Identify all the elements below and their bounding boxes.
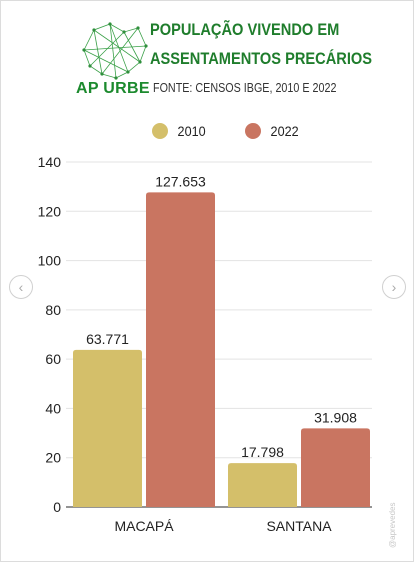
chart-title-line-1: POPULAÇÃO VIVENDO EM	[150, 20, 340, 39]
y-tick-label: 140	[38, 154, 62, 170]
x-tick-label: MACAPÁ	[114, 518, 174, 534]
chevron-right-icon: ›	[391, 279, 397, 295]
author-watermark: @aprevedes	[388, 502, 397, 548]
brand-name: AP URBE	[76, 80, 150, 97]
y-tick-label: 80	[45, 302, 61, 318]
bar	[73, 349, 142, 507]
y-tick-label: 100	[38, 253, 62, 269]
carousel-prev-button[interactable]: ‹	[9, 275, 33, 299]
data-label: 17.798	[241, 444, 284, 460]
y-tick-label: 60	[45, 351, 61, 367]
y-tick-label: 40	[45, 400, 61, 416]
chart-source: FONTE: CENSOS IBGE, 2010 E 2022	[153, 81, 337, 95]
bar	[228, 463, 297, 507]
data-label: 63.771	[86, 331, 129, 347]
x-tick-label: SANTANA	[266, 518, 332, 534]
chart-title-line-2: ASSENTAMENTOS PRECÁRIOS	[150, 49, 373, 68]
y-tick-label: 120	[38, 203, 62, 219]
chevron-left-icon: ‹	[18, 279, 24, 295]
y-tick-label: 20	[45, 450, 61, 466]
legend-swatch-2022	[245, 123, 262, 139]
data-label: 31.908	[314, 409, 357, 425]
bar	[301, 428, 370, 507]
carousel-next-button[interactable]: ›	[382, 275, 406, 299]
chart-legend: 2010 2022	[152, 121, 330, 141]
y-tick-label: 0	[53, 499, 61, 515]
legend-swatch-2010	[152, 123, 168, 139]
bar	[146, 192, 215, 508]
legend-label-2022: 2022	[270, 123, 299, 139]
map-wireframe-icon	[82, 22, 148, 80]
data-label: 127.653	[155, 173, 206, 189]
legend-label-2010: 2010	[177, 123, 206, 139]
